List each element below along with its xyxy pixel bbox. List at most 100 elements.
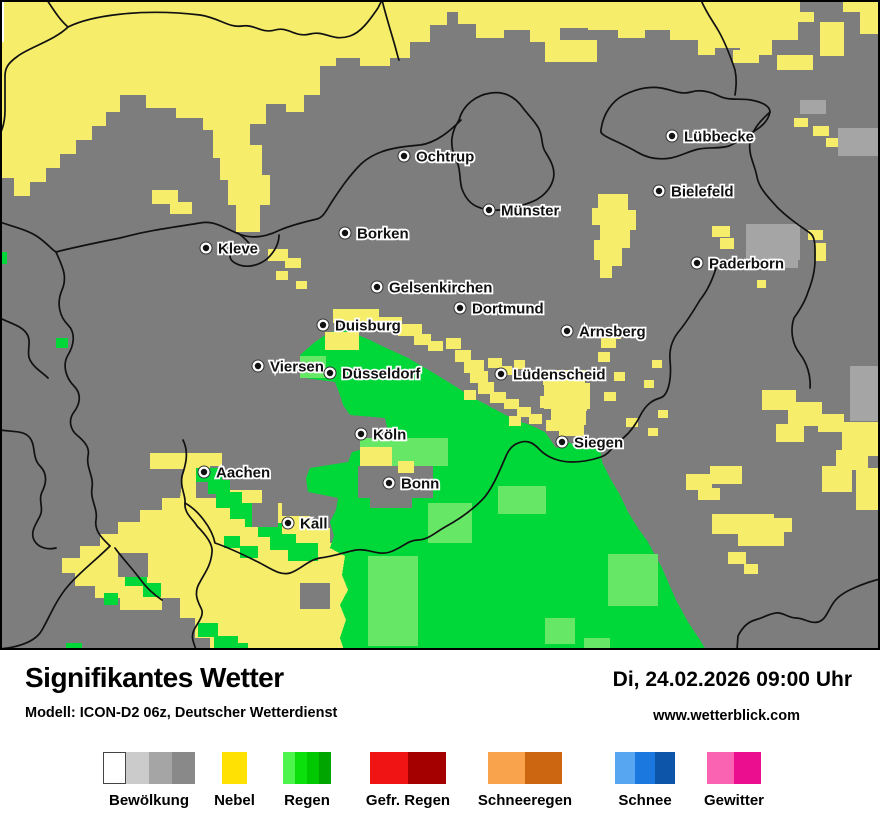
page-title: Signifikantes Wetter: [25, 662, 284, 693]
weather-region-y: [738, 530, 784, 546]
admin-border-line: [0, 317, 49, 379]
weather-region-gy: [800, 100, 826, 114]
weather-region-y: [592, 194, 636, 278]
weather-region-y: [826, 138, 838, 147]
weather-region-g: [208, 480, 230, 494]
legend-swatch: [222, 752, 247, 784]
weather-region-g: [143, 583, 161, 597]
admin-border-line: [184, 502, 213, 650]
legend: Bewölkung Nebel Regen Gefr. Regen Schneerege…: [0, 750, 880, 820]
legend-label: Gefr. Regen: [365, 792, 451, 809]
legend-swatch: [172, 752, 195, 784]
weather-region-y: [776, 424, 804, 442]
weather-region-lg: [545, 618, 575, 644]
weather-region-g: [228, 643, 248, 650]
city-marker-kleve: Kleve: [199, 239, 260, 259]
weather-region-y: [490, 392, 506, 403]
legend-swatch: [655, 752, 675, 784]
city-dot: [341, 229, 349, 237]
weather-region-lg: [300, 356, 326, 378]
weather-region-y: [626, 418, 638, 427]
legend-label: Regen: [284, 792, 330, 809]
legend-group-2: Regen: [283, 752, 331, 809]
weather-region-y: [509, 416, 521, 426]
weather-region-y: [818, 414, 844, 432]
legend-swatch: [635, 752, 655, 784]
weather-region-y: [644, 380, 654, 388]
city-dot: [284, 519, 292, 527]
weather-region-y: [428, 341, 443, 351]
admin-border-line: [0, 26, 69, 135]
city-label: Bonn: [401, 476, 439, 493]
city-label: Gelsenkirchen: [389, 280, 492, 297]
weather-region-lg: [608, 554, 658, 606]
legend-swatch: [488, 752, 525, 784]
city-dot: [385, 479, 393, 487]
weather-region-y: [686, 474, 712, 490]
weather-region-y: [712, 514, 774, 534]
weather-region-y: [370, 317, 402, 330]
weather-region-y: [446, 338, 461, 349]
city-marker-viersen: Viersen: [251, 357, 326, 377]
weather-region-y: [733, 50, 759, 63]
weather-region-y: [601, 338, 616, 348]
weather-region-y: [296, 281, 307, 289]
weather-region-g: [104, 593, 118, 605]
legend-swatch: [307, 752, 319, 784]
weather-region-y: [559, 422, 584, 436]
weather-region-y: [333, 309, 379, 323]
weather-region-gy: [838, 128, 880, 156]
city-dot: [254, 362, 262, 370]
weather-map: Ochtrup Lübbecke Münster Bielefeld Borken Kle…: [0, 0, 880, 650]
weather-region-y: [398, 324, 422, 336]
city-marker-duisburg: Duisburg: [316, 316, 403, 336]
weather-region-y: [836, 450, 868, 470]
city-dot: [485, 206, 493, 214]
weather-region-y: [648, 428, 658, 436]
weather-region-y: [504, 399, 519, 409]
weather-region-y: [398, 461, 414, 473]
city-marker-arnsberg: Arnsberg: [560, 322, 647, 342]
weather-region-y: [698, 488, 720, 500]
city-marker-paderborn: Paderborn: [690, 254, 786, 274]
weather-region-hole: [358, 466, 433, 498]
city-label: Dortmund: [472, 301, 544, 318]
city-label: Düsseldorf: [342, 366, 421, 383]
city-label: Aachen: [216, 465, 270, 482]
city-dot: [655, 187, 663, 195]
weather-region-g: [224, 536, 240, 548]
legend-swatches: [103, 752, 195, 784]
legend-label: Bewölkung: [108, 792, 190, 809]
city-marker-dortmund: Dortmund: [453, 299, 545, 319]
city-marker-bonn: Bonn: [382, 474, 441, 494]
weather-region-g: [240, 546, 258, 558]
weather-region-y: [712, 226, 730, 237]
weather-region-y: [414, 334, 431, 345]
city-dot: [319, 321, 327, 329]
weather-region-y: [588, 0, 814, 55]
city-marker-kall: Kall: [281, 514, 329, 534]
weather-region-g: [56, 338, 68, 348]
weather-region-y: [757, 280, 766, 288]
legend-swatches: [615, 752, 675, 784]
weather-region-y: [464, 390, 476, 400]
city-marker-lüdenscheid: Lüdenscheid: [494, 365, 607, 385]
admin-border-line: [700, 0, 737, 96]
city-marker-lübbecke: Lübbecke: [665, 127, 756, 147]
city-label: Bielefeld: [671, 184, 734, 201]
weather-region-gy: [768, 250, 798, 268]
weather-region-y: [813, 126, 829, 136]
legend-swatches: [370, 752, 446, 784]
weather-region-y: [285, 258, 301, 268]
legend-label: Nebel: [214, 792, 255, 809]
weather-region-y: [325, 332, 359, 350]
city-dot: [326, 369, 334, 377]
legend-group-1: Nebel: [214, 752, 255, 809]
city-marker-köln: Köln: [354, 425, 408, 445]
admin-border-line: [736, 578, 880, 650]
admin-border-line: [515, 267, 717, 463]
legend-swatches: [283, 752, 331, 784]
weather-map-svg: Ochtrup Lübbecke Münster Bielefeld Borken Kle…: [0, 0, 880, 650]
city-label: Ochtrup: [416, 149, 474, 166]
city-dot: [668, 132, 676, 140]
